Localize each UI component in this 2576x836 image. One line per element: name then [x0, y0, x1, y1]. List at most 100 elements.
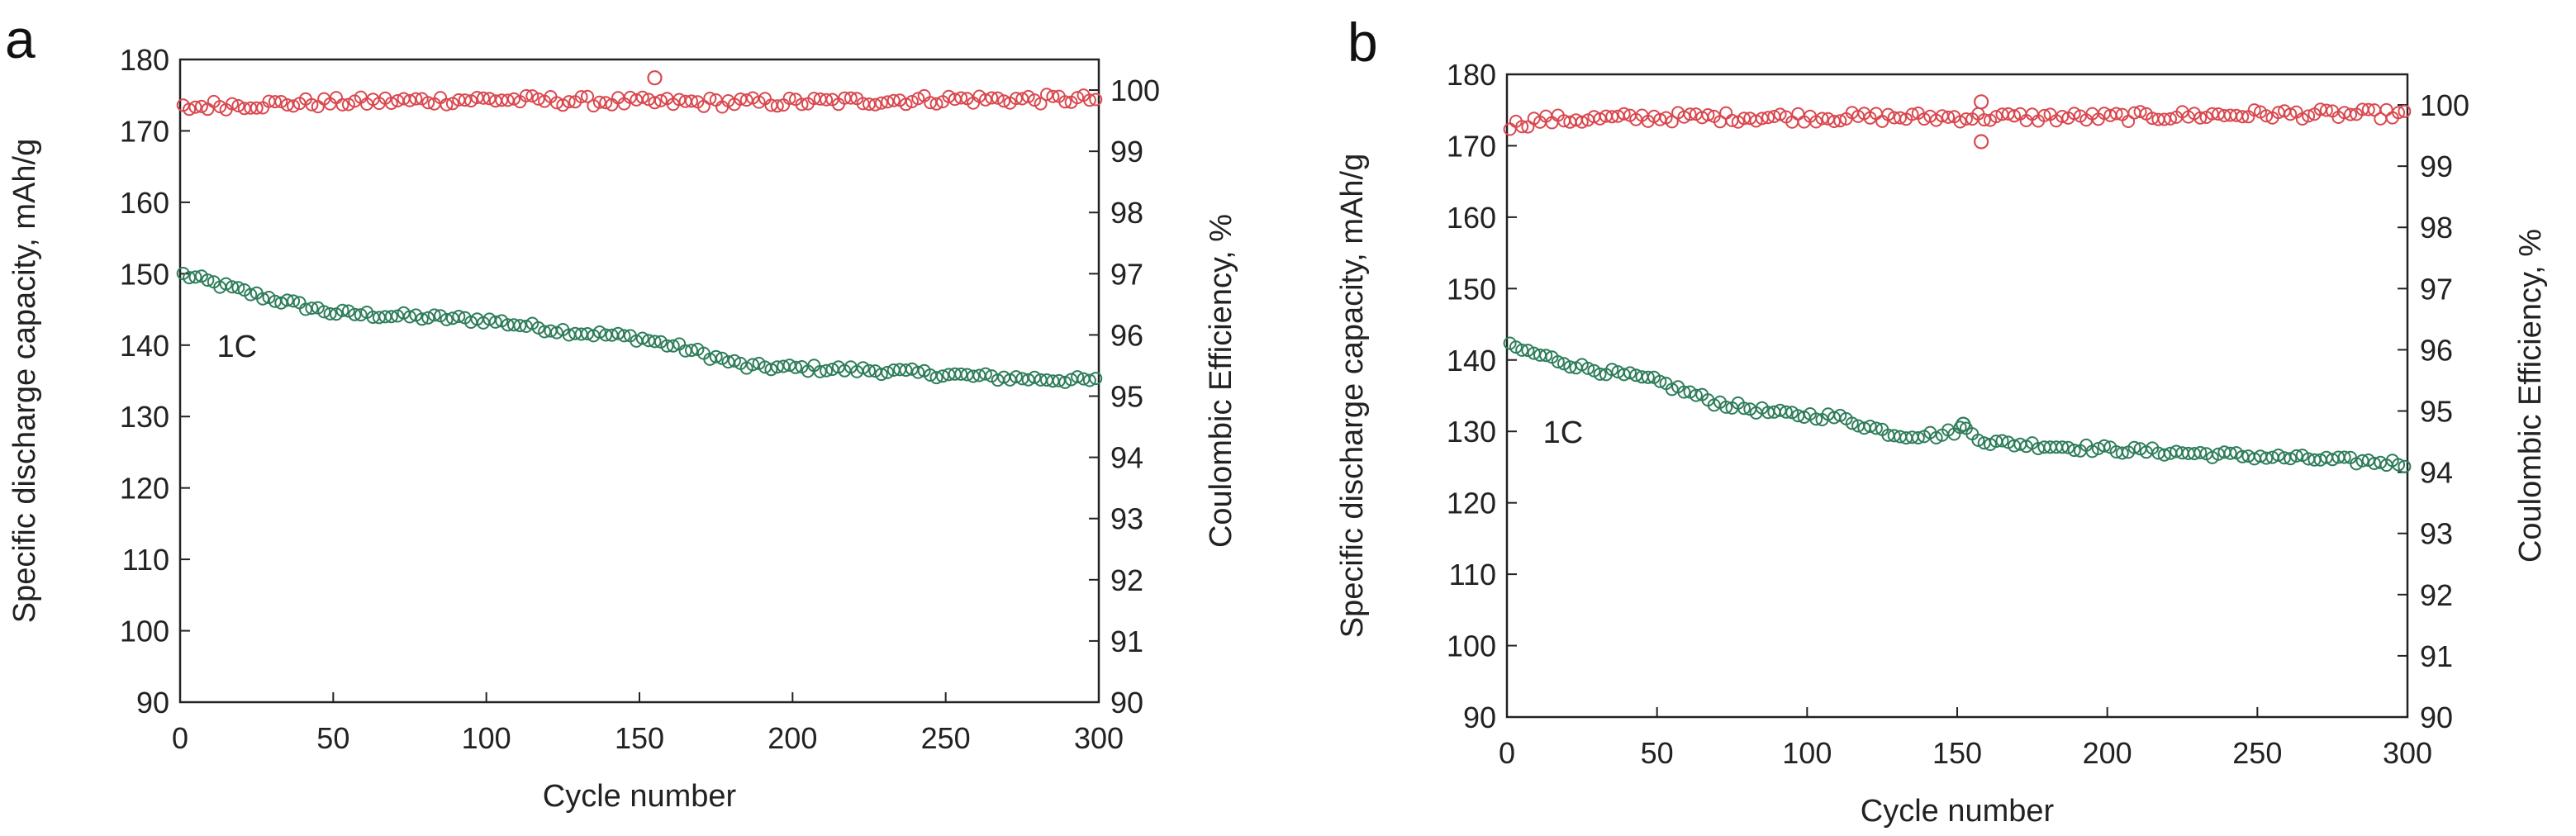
efficiency-point	[2344, 107, 2357, 121]
efficiency-point	[1677, 110, 1691, 124]
capacity-point	[2115, 446, 2129, 460]
capacity-point	[299, 302, 312, 316]
capacity-point	[1929, 431, 1943, 444]
efficiency-point	[991, 91, 1005, 105]
efficiency-point-outlier	[647, 70, 663, 86]
capacity-point	[335, 303, 349, 317]
efficiency-point	[183, 102, 197, 116]
capacity-point	[549, 325, 563, 340]
efficiency-point	[881, 95, 895, 109]
efficiency-point	[886, 93, 901, 107]
x-tick-label: 0	[1499, 736, 1515, 770]
x-tick-label: 100	[462, 721, 511, 755]
capacity-point	[881, 365, 895, 379]
capacity-point	[2271, 449, 2285, 462]
y-tick-label: 90	[136, 686, 169, 720]
y2-tick-label: 95	[2420, 395, 2453, 429]
efficiency-point	[2067, 107, 2081, 121]
y2-tick-label: 91	[2420, 639, 2453, 673]
capacity-point	[2289, 449, 2303, 463]
capacity-point	[280, 293, 294, 307]
chart-panel-b: b 0 50 100 150 200 250 300 90 100 110 120 130 140 150…	[1288, 0, 2576, 836]
efficiency-point	[1071, 91, 1085, 105]
efficiency-point	[581, 89, 594, 103]
efficiency-point	[2302, 109, 2316, 123]
efficiency-point	[1058, 95, 1072, 109]
y2-tick-label: 97	[2420, 272, 2453, 306]
capacity-point	[1009, 370, 1023, 384]
capacity-point	[519, 320, 533, 333]
capacity-point	[936, 369, 949, 383]
efficiency-point	[929, 97, 943, 111]
efficiency-point	[1894, 111, 1907, 125]
efficiency-point	[1989, 110, 2003, 124]
efficiency-point	[1503, 122, 1517, 136]
capacity-point	[1015, 372, 1029, 386]
capacity-point	[1653, 374, 1667, 388]
capacity-point	[954, 367, 968, 381]
capacity-point	[789, 360, 802, 374]
efficiency-point	[194, 99, 208, 113]
efficiency-point	[1009, 92, 1023, 106]
efficiency-point	[599, 96, 613, 110]
efficiency-point	[703, 92, 717, 105]
efficiency-point	[685, 94, 698, 108]
capacity-point	[611, 326, 625, 340]
capacity-point	[1539, 349, 1553, 363]
capacity-point	[1911, 431, 1925, 444]
x-tick-label: 150	[615, 721, 664, 755]
y2-tick-label: 100	[1110, 74, 1160, 107]
efficiency-point	[2236, 110, 2250, 124]
efficiency-point	[470, 91, 484, 104]
capacity-point	[770, 360, 784, 374]
efficiency-point	[507, 92, 520, 106]
x-axis-label: Cycle number	[1861, 794, 2055, 829]
y-axis-label: Specific discharge capacity, mAh/g	[1335, 154, 1370, 638]
x-tick-label: 100	[1782, 736, 1832, 770]
efficiency-point	[820, 93, 834, 107]
efficiency-point	[905, 95, 919, 108]
capacity-point	[2085, 444, 2099, 458]
efficiency-point	[2247, 103, 2261, 117]
efficiency-point	[525, 89, 539, 103]
capacity-point	[2157, 448, 2171, 462]
capacity-point	[2284, 452, 2298, 466]
y-tick-label: 140	[120, 329, 169, 363]
x-tick-label: 250	[2232, 736, 2282, 770]
capacity-point	[574, 327, 588, 341]
capacity-point	[1737, 401, 1751, 416]
efficiency-point	[409, 92, 423, 106]
capacity-point	[482, 312, 497, 326]
efficiency-point	[1959, 112, 1973, 126]
efficiency-point	[1977, 113, 1991, 127]
efficiency-point	[844, 91, 858, 105]
capacity-point	[813, 364, 827, 378]
y2-tick-label: 96	[1110, 318, 1143, 352]
capacity-point	[1551, 355, 1565, 368]
y2-tick-label: 92	[2420, 578, 2453, 612]
efficiency-point	[1605, 110, 1619, 124]
y-tick-label: 130	[120, 400, 169, 434]
y-tick-label: 180	[1447, 58, 1496, 92]
x-tick-label: 50	[316, 721, 349, 755]
efficiency-point	[1737, 112, 1751, 126]
x-tick-label: 200	[2083, 736, 2132, 770]
efficiency-point	[2122, 115, 2136, 128]
efficiency-point	[1833, 114, 1847, 128]
y-tick-label: 130	[1447, 415, 1496, 449]
capacity-point	[507, 318, 520, 332]
capacity-point	[924, 368, 938, 382]
efficiency-point	[1683, 107, 1697, 121]
capacity-point	[440, 312, 454, 326]
capacity-point	[856, 361, 870, 375]
capacity-point	[1629, 368, 1643, 382]
capacity-point	[709, 349, 723, 363]
efficiency-point	[2361, 102, 2375, 116]
y-tick-label: 120	[1447, 487, 1496, 520]
capacity-point	[244, 287, 258, 302]
capacity-point	[1677, 385, 1691, 399]
y2-tick-label: 90	[2420, 701, 2453, 734]
panel-label-b: b	[1347, 12, 1378, 73]
y2-tick-label: 91	[1110, 625, 1143, 658]
